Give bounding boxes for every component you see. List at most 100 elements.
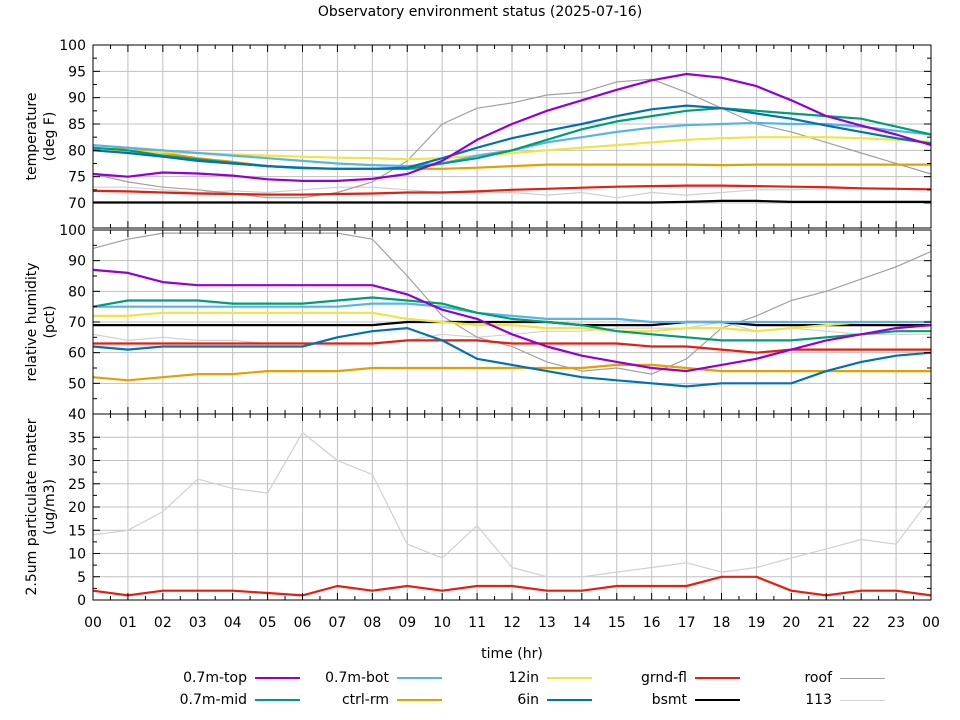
x-tick-label: 16: [643, 615, 661, 631]
y-tick-label: 0: [77, 593, 86, 609]
series-line-grnd-fl: [92, 575, 932, 597]
legend-item: ctrl-rm: [242, 691, 442, 709]
series-line-07m-top: [92, 268, 932, 373]
y-axis-label: (deg F): [42, 112, 58, 162]
x-tick-label: 07: [329, 615, 347, 631]
y-tick-label: 85: [68, 117, 86, 133]
y-axis-label: relative humidity: [24, 262, 40, 381]
legend-label: ctrl-rm: [341, 692, 389, 708]
series-layer: [92, 72, 932, 597]
y-axis-label: 2.5um particulate matter: [24, 418, 40, 595]
series-line-113: [92, 432, 932, 578]
x-tick-label: 06: [294, 615, 312, 631]
x-tick-label: 04: [224, 615, 242, 631]
y-tick-label: 80: [68, 143, 86, 159]
legend-label: roof: [804, 670, 832, 686]
y-tick-label: 50: [68, 376, 86, 392]
y-tick-label: 40: [68, 407, 86, 423]
x-tick-label: 09: [398, 615, 416, 631]
series-line-bsmt: [93, 320, 931, 327]
series-line-6in: [92, 327, 932, 388]
legend-label: 6in: [517, 692, 539, 708]
series-line-07m-top: [92, 72, 932, 182]
legend-swatch: [695, 699, 740, 701]
legend-item: bsmt: [540, 691, 740, 709]
chart-title: Observatory environment status (2025-07-…: [317, 4, 643, 20]
x-tick-label: 05: [259, 615, 277, 631]
series-line-grnd-fl: [92, 184, 932, 196]
y-tick-label: 80: [68, 284, 86, 300]
series-line-bsmt: [93, 199, 931, 204]
x-tick-label: 13: [538, 615, 556, 631]
series-line-07m-bot: [93, 302, 931, 324]
legend-item: grnd-fl: [540, 669, 740, 687]
legend-item: 12in: [392, 669, 592, 687]
x-tick-label: 08: [363, 615, 381, 631]
legend-item: 6in: [392, 691, 592, 709]
y-tick-label: 20: [68, 500, 86, 516]
x-tick-label: 21: [817, 615, 835, 631]
legend-label: 12in: [508, 670, 539, 686]
legend-swatch: [255, 677, 300, 679]
legend-swatch: [397, 677, 442, 679]
x-tick-label: 03: [189, 615, 207, 631]
x-tick-label: 10: [433, 615, 451, 631]
x-tick-label: 01: [119, 615, 137, 631]
y-tick-label: 75: [68, 170, 86, 186]
y-tick-label: 95: [68, 64, 86, 80]
x-tick-label: 20: [782, 615, 800, 631]
legend-label: 0.7m-mid: [179, 692, 247, 708]
legend-item: 113: [685, 691, 885, 709]
tick-layer: [92, 44, 932, 601]
x-tick-label: 23: [887, 615, 905, 631]
legend-item: 0.7m-top: [100, 669, 300, 687]
y-tick-label: 100: [59, 223, 86, 239]
legend-item: 0.7m-bot: [242, 669, 442, 687]
x-tick-label: 19: [748, 615, 766, 631]
y-tick-label: 90: [68, 254, 86, 270]
x-tick-label: 12: [503, 615, 521, 631]
x-tick-label: 15: [608, 615, 626, 631]
series-line-6in: [92, 104, 932, 170]
legend-swatch: [547, 677, 592, 679]
x-tick-label: 00: [922, 615, 940, 631]
grid-layer: [93, 45, 931, 600]
y-tick-label: 25: [68, 477, 86, 493]
legend-item: roof: [685, 669, 885, 687]
y-axis-label: (ug/m3): [42, 479, 58, 535]
legend-label: grnd-fl: [640, 670, 687, 686]
y-tick-label: 100: [59, 38, 86, 54]
x-tick-label: 00: [84, 615, 102, 631]
x-tick-label: 17: [678, 615, 696, 631]
y-tick-label: 30: [68, 454, 86, 470]
legend-label: 0.7m-top: [183, 670, 247, 686]
y-tick-label: 35: [68, 430, 86, 446]
legend-swatch: [397, 699, 442, 701]
y-tick-label: 15: [68, 523, 86, 539]
y-tick-label: 10: [68, 547, 86, 563]
y-tick-label: 70: [68, 196, 86, 212]
legend-item: 0.7m-mid: [100, 691, 300, 709]
x-tick-label: 02: [154, 615, 172, 631]
y-tick-label: 90: [68, 91, 86, 107]
series-line-113: [93, 186, 932, 199]
legend-label: 113: [805, 692, 832, 708]
series-line-ctrl-rm: [92, 363, 931, 382]
legend-swatch: [840, 677, 885, 679]
x-tick-label: 22: [852, 615, 870, 631]
legend-swatch: [695, 677, 740, 679]
x-tick-label: 18: [713, 615, 731, 631]
y-tick-label: 5: [77, 570, 86, 586]
x-tick-label: 11: [468, 615, 486, 631]
legend-swatch: [255, 699, 300, 701]
legend-swatch: [547, 699, 592, 701]
legend-label: bsmt: [651, 692, 687, 708]
y-axis-label: (pct): [42, 306, 58, 339]
series-line-07m-mid: [92, 296, 931, 342]
legend-label: 0.7m-bot: [325, 670, 389, 686]
y-tick-label: 70: [68, 315, 86, 331]
y-axis-label: temperature: [24, 93, 40, 181]
x-tick-label: 14: [573, 615, 591, 631]
